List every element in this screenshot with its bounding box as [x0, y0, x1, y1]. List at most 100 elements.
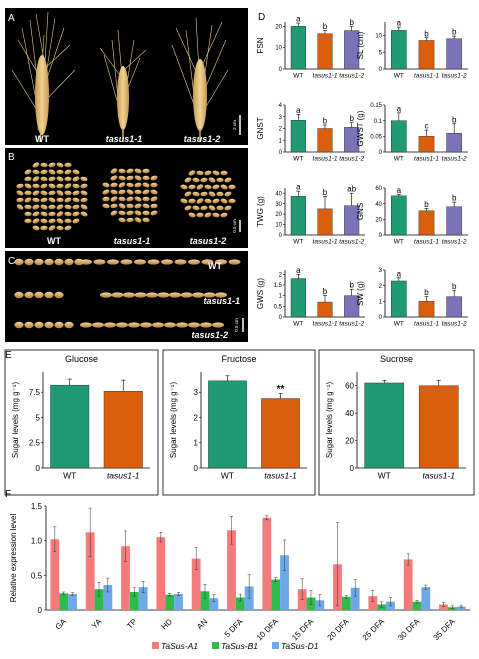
bar: [412, 601, 422, 610]
seed: [40, 169, 48, 175]
category-label: tasus1-2: [339, 239, 364, 246]
grain: [188, 259, 200, 265]
legend-swatch: [152, 642, 159, 649]
chart-title: Fructose: [221, 354, 256, 364]
photo-b-label-tasus1-2: tasus1-2: [190, 236, 227, 246]
bar: [208, 380, 247, 469]
grain: [212, 322, 224, 328]
y-axis-label: SW (g): [356, 281, 365, 306]
photo-panel-c: 0.5 cm C WT tasus1-1 tasus1-2: [5, 251, 248, 342]
category-label: tasus1-1: [313, 239, 338, 246]
seed: [16, 183, 24, 189]
seed: [216, 191, 224, 197]
bar: [391, 195, 407, 236]
seed: [142, 196, 150, 202]
y-axis-label: TWG (g): [256, 196, 265, 227]
y-tick-label: 1.5: [31, 502, 43, 511]
bar: [156, 537, 166, 610]
seed: [80, 197, 88, 203]
category-label: WT: [394, 239, 404, 246]
bar: [446, 38, 462, 70]
bar: [446, 296, 462, 318]
grain: [180, 292, 193, 298]
chart-sl-cm-: 0 5 10 SL (cm) a WT b tasus1-1 b tasus1-2: [356, 19, 468, 80]
bar: [68, 594, 77, 610]
y-tick-label: 60: [375, 186, 382, 192]
seed: [32, 162, 40, 168]
seed: [40, 225, 48, 231]
seed: [134, 196, 142, 202]
y-tick-label: 0: [379, 150, 383, 156]
grain: [147, 259, 160, 265]
category-label: WT: [394, 156, 404, 163]
seed: [196, 170, 204, 176]
seed: [134, 210, 142, 216]
category-label: 30 DFA: [396, 617, 422, 643]
seed: [56, 218, 64, 224]
photo-b-background: [5, 148, 248, 248]
category-label: 10 DFA: [255, 617, 281, 643]
y-tick-label: 2: [279, 127, 283, 133]
grain: [146, 292, 158, 298]
seed: [188, 170, 196, 176]
y-axis-label: GNS: [356, 203, 365, 220]
seed: [24, 176, 32, 182]
y-axis-label: Sugar levels (mg g⁻¹): [11, 382, 20, 459]
bar: [368, 596, 378, 610]
grain: [192, 292, 204, 298]
significance-label: c: [425, 122, 429, 131]
seed: [134, 203, 142, 209]
seed: [48, 197, 56, 203]
bar: [103, 585, 113, 610]
grain: [152, 322, 164, 328]
seed: [196, 184, 204, 190]
significance-label: b: [424, 200, 429, 209]
seed: [188, 212, 196, 218]
seed: [72, 218, 80, 224]
seed: [212, 198, 220, 204]
seed: [64, 204, 72, 210]
y-tick-label: 2.5: [29, 439, 41, 448]
bar: [456, 606, 466, 610]
significance-label: b: [349, 114, 354, 123]
grain: [14, 291, 24, 299]
grain: [34, 258, 44, 266]
scale-label-a: 2 cm: [232, 120, 237, 130]
category-label: tasus1-1: [414, 73, 439, 80]
grain: [104, 322, 116, 328]
seed: [142, 217, 150, 223]
y-tick-label: 4: [279, 103, 283, 109]
scale-label-b: 0.5 cm: [232, 219, 237, 233]
bar: [446, 132, 462, 153]
seed: [72, 169, 80, 175]
category-label: tasus1-1: [422, 471, 455, 481]
seed: [208, 205, 216, 211]
bar: [418, 301, 435, 318]
bar: [290, 120, 306, 153]
seed: [64, 162, 72, 168]
seed: [32, 211, 40, 217]
category-label: WT: [293, 239, 303, 246]
panel-label-e: E: [5, 350, 12, 361]
category-label: tasus1-1: [414, 321, 439, 328]
seed: [48, 218, 56, 224]
category-label: tasus1-1: [264, 471, 297, 481]
seed: [72, 176, 80, 182]
seed: [40, 162, 48, 168]
seed: [48, 162, 56, 168]
y-tick-label: 0: [379, 67, 383, 73]
y-tick-label: 0: [279, 233, 283, 239]
grain: [54, 291, 64, 299]
seed: [126, 168, 134, 174]
bar: [418, 385, 459, 469]
seed: [216, 177, 224, 183]
legend-label: TaSus-D1: [281, 641, 319, 651]
y-tick-label: 10: [275, 223, 282, 229]
seed: [32, 204, 40, 210]
chart-frame: [162, 349, 316, 496]
seed: [72, 204, 80, 210]
category-label: tasus1-2: [339, 321, 364, 328]
seed: [200, 191, 208, 197]
seed: [80, 176, 88, 182]
bar: [94, 589, 104, 610]
